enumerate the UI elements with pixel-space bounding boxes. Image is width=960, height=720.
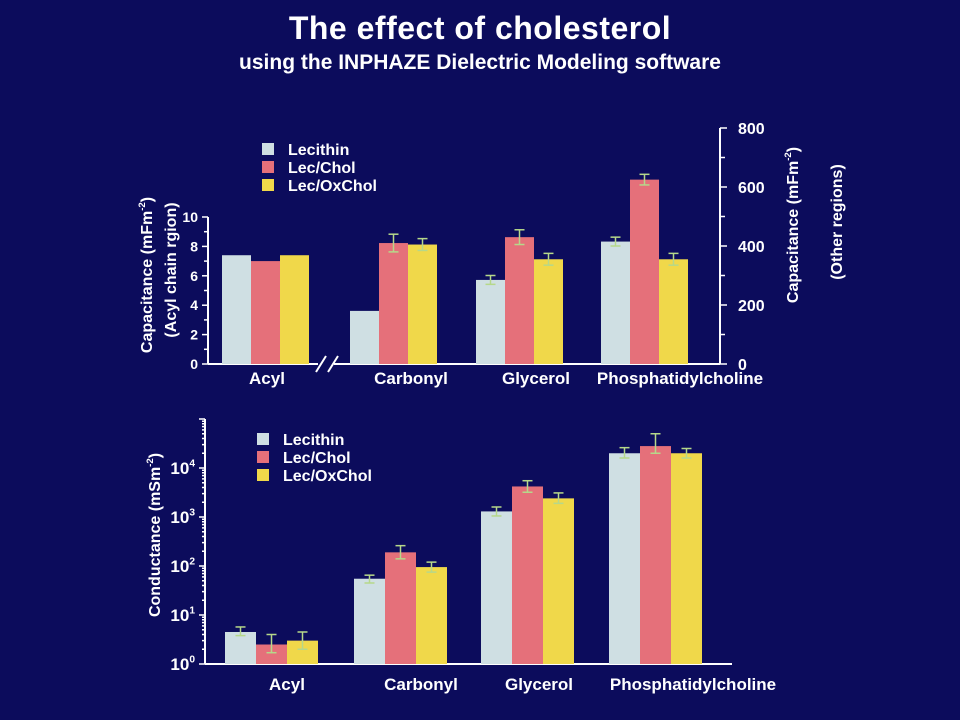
capacitance-chart: 0 2 4 6 8 10 0 200 400 600 800 Acyl Carbonyl Glycerol… xyxy=(137,121,846,388)
left-y-tick-label: 8 xyxy=(190,238,198,254)
bar-acyl-lec-chol xyxy=(256,644,287,664)
title-block: The effect of cholesterol using the INPH… xyxy=(0,10,960,75)
right-y-tick-label: 200 xyxy=(738,298,765,315)
axis-break-mark-left xyxy=(315,355,327,373)
y-tick-label: 102 xyxy=(170,556,195,576)
bar-phosphatidylcholine-lecithin xyxy=(601,241,630,364)
right-y-tick-label: 0 xyxy=(738,357,747,374)
bar-acyl-lecithin xyxy=(225,631,256,664)
y-tick-label: 103 xyxy=(170,507,195,527)
category-label-phosphatidylcholine: Phosphatidylcholine xyxy=(597,369,763,388)
bar-glycerol-lec-chol xyxy=(512,486,543,664)
axis-break-mark-right xyxy=(327,355,339,373)
bar-glycerol-lec-oxchol xyxy=(543,498,574,664)
y-tick-label: 100 xyxy=(170,654,195,674)
bar-acyl-lecithin xyxy=(222,255,251,364)
bar-phosphatidylcholine-lec-chol xyxy=(640,446,671,664)
category-label-acyl: Acyl xyxy=(269,675,305,694)
y-axis-title: Conductance (mSm-2) xyxy=(145,453,164,617)
right-y-tick-label: 400 xyxy=(738,239,765,256)
left-y-axis-subtitle: (Acyl chain rgion) xyxy=(163,202,180,337)
bar-carbonyl-lecithin xyxy=(350,310,379,364)
bar-carbonyl-lec-chol xyxy=(385,552,416,664)
bar-carbonyl-lec-oxchol xyxy=(408,244,437,364)
bar-glycerol-lec-oxchol xyxy=(534,259,563,364)
conductance-chart: 100 101 102 103 104 Acyl Carbonyl Glycerol Phosp… xyxy=(145,418,776,694)
left-y-tick-label: 10 xyxy=(182,209,198,225)
category-label-carbonyl: Carbonyl xyxy=(374,369,448,388)
left-y-tick-label: 0 xyxy=(190,356,198,372)
category-label-acyl: Acyl xyxy=(249,369,285,388)
bar-phosphatidylcholine-lec-oxchol xyxy=(659,259,688,364)
legend-label-lec-oxchol: Lec/OxChol xyxy=(283,468,372,485)
bar-glycerol-lecithin xyxy=(476,279,505,364)
left-y-tick-label: 4 xyxy=(190,297,198,313)
legend-label-lec-chol: Lec/Chol xyxy=(283,450,351,467)
legend-swatch-lecithin xyxy=(257,433,269,445)
bar-carbonyl-lec-oxchol xyxy=(416,567,447,664)
category-label-phosphatidylcholine: Phosphatidylcholine xyxy=(610,675,776,694)
bar-glycerol-lec-chol xyxy=(505,237,534,364)
bar-phosphatidylcholine-lecithin xyxy=(609,453,640,664)
legend-swatch-lec-chol xyxy=(262,161,274,173)
bar-acyl-lec-chol xyxy=(251,261,280,364)
legend-swatch-lec-oxchol xyxy=(262,179,274,191)
bar-phosphatidylcholine-lec-oxchol xyxy=(671,453,702,664)
category-label-carbonyl: Carbonyl xyxy=(384,675,458,694)
y-tick-label: 101 xyxy=(170,605,195,625)
category-label-glycerol: Glycerol xyxy=(505,675,573,694)
bar-glycerol-lecithin xyxy=(481,511,512,664)
legend-label-lec-oxchol: Lec/OxChol xyxy=(288,178,377,195)
legend-label-lecithin: Lecithin xyxy=(283,432,344,449)
category-label-glycerol: Glycerol xyxy=(502,369,570,388)
bar-carbonyl-lec-chol xyxy=(379,243,408,364)
legend-swatch-lec-oxchol xyxy=(257,469,269,481)
y-tick-label: 104 xyxy=(170,458,195,478)
left-y-tick-label: 6 xyxy=(190,268,198,284)
right-y-tick-label: 800 xyxy=(738,121,765,138)
bar-acyl-lec-oxchol xyxy=(287,640,318,664)
legend-swatch-lec-chol xyxy=(257,451,269,463)
page-subtitle: using the INPHAZE Dielectric Modeling so… xyxy=(239,51,721,74)
right-y-axis-subtitle: (Other regions) xyxy=(829,164,846,280)
legend-swatch-lecithin xyxy=(262,143,274,155)
bar-carbonyl-lecithin xyxy=(354,578,385,664)
legend-label-lec-chol: Lec/Chol xyxy=(288,160,356,177)
right-y-axis-title: Capacitance (mFm-2) xyxy=(783,147,802,303)
page-title: The effect of cholesterol xyxy=(288,10,672,46)
left-y-axis-title: Capacitance (mFm-2) xyxy=(137,197,156,353)
bar-phosphatidylcholine-lec-chol xyxy=(630,179,659,364)
right-y-tick-label: 600 xyxy=(738,180,765,197)
legend-label-lecithin: Lecithin xyxy=(288,142,349,159)
left-y-tick-label: 2 xyxy=(190,327,198,343)
bar-acyl-lec-oxchol xyxy=(280,255,309,364)
